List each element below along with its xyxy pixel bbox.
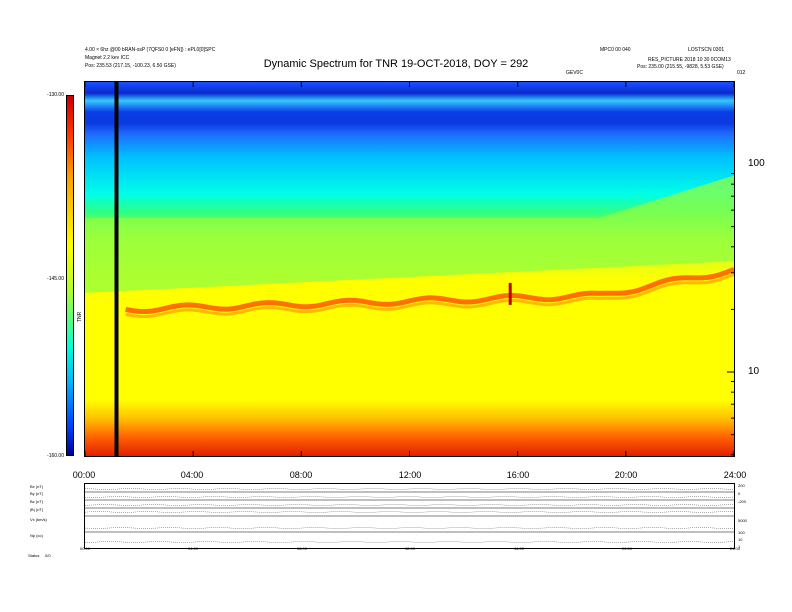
row-label-bz: Bz (nT) — [30, 499, 44, 504]
right-axis-minus200: -200 — [738, 499, 747, 504]
x-tick-16: 16:00 — [506, 470, 530, 480]
right-axis-5000: 5000 — [738, 518, 747, 523]
header-right-line1b: LOSTSCN 0301 — [688, 47, 725, 53]
parameter-trace — [85, 541, 734, 543]
parameter-trace — [85, 511, 734, 513]
right-axis-0: 0 — [738, 491, 741, 496]
row-label-bx: Bx (nT) — [30, 484, 44, 489]
colorbar-label-top: -130.00 — [47, 92, 64, 98]
emission-line-halo — [125, 273, 734, 319]
header-right-corner: 012 — [737, 70, 746, 76]
parameter-trace — [85, 488, 734, 490]
parameter-panel — [84, 483, 735, 549]
colorbar — [66, 95, 74, 456]
status-value: 0/0 — [45, 553, 51, 558]
right-axis-200: 200 — [738, 483, 745, 488]
emission-spike — [508, 282, 512, 305]
header-right-line2: RES_PICTURE 2018 10 30 0COM13 — [648, 57, 731, 63]
right-axis-100: 100 — [738, 530, 745, 535]
x-tick-04: 04:00 — [180, 470, 204, 480]
spectrogram-plot — [85, 82, 734, 456]
colorbar-label-mid: -145.00 — [47, 276, 64, 282]
panel-x-tick-20: 20:00 — [621, 546, 632, 551]
right-axis-1: 1 — [738, 544, 741, 549]
header-left-line3: Pos: 235.53 (217.15, -100.23, 6.50 GSE) — [85, 63, 176, 69]
row-label-status: Status — [28, 553, 40, 558]
colorbar-label-bottom: -160.00 — [47, 453, 64, 459]
y-tick-10: 10 — [748, 366, 760, 377]
emission-line — [125, 267, 734, 315]
panel-x-tick-08: 08:00 — [296, 546, 307, 551]
panel-x-tick-00: 00:00 — [79, 546, 90, 551]
x-tick-24: 24:00 — [723, 470, 747, 480]
panel-x-tick-04: 04:00 — [187, 546, 198, 551]
header-center-small: GEV0C — [566, 70, 583, 76]
parameter-trace — [85, 496, 734, 498]
header-left-line2: Magnet 2.2 kev ICC — [85, 55, 130, 61]
header-left-line1: 4.00 × 6hz @00 bRAN-ssP (7QFS0 0 [eFN]) … — [85, 47, 216, 53]
y-tick-100: 100 — [748, 158, 765, 169]
parameter-trace — [85, 504, 734, 506]
panel-x-tick-16: 16:00 — [513, 546, 524, 551]
row-label-b: |B| (nT) — [30, 507, 44, 512]
panel-x-tick-12: 12:00 — [404, 546, 415, 551]
parameter-trace — [85, 527, 734, 529]
parameter-plot — [85, 488, 734, 543]
x-tick-00: 00:00 — [72, 470, 96, 480]
right-axis-10: 10 — [738, 537, 743, 542]
row-label-by: By (nT) — [30, 491, 44, 496]
x-tick-08: 08:00 — [289, 470, 313, 480]
data-gap-bar — [114, 82, 119, 456]
row-label-np: Np (cc) — [30, 533, 43, 538]
panel-x-tick-24: 24:00 — [729, 546, 740, 551]
x-tick-20: 20:00 — [614, 470, 638, 480]
header-right-line1: MPC0 00 040 — [600, 47, 631, 53]
rising-emission-band — [85, 175, 734, 293]
header-right-line3: Pos: 235.00 (215.55, -9828, 5.53 GSE) — [637, 64, 724, 70]
row-label-vx: Vx (km/s) — [30, 517, 47, 522]
x-tick-12: 12:00 — [398, 470, 422, 480]
colorbar-axis-label: TNR — [77, 311, 83, 322]
chart-title: Dynamic Spectrum for TNR 19-OCT-2018, DO… — [263, 58, 529, 70]
spectrogram-panel — [84, 81, 735, 457]
